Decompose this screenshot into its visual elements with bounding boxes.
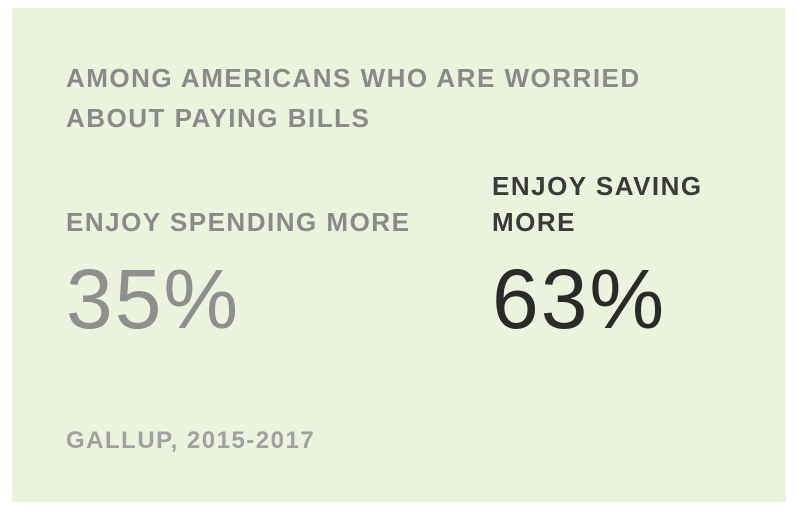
stat-label-box: ENJOY SPENDING MORE	[66, 168, 466, 240]
stat-label: ENJOY SPENDING MORE	[66, 207, 411, 237]
stat-enjoy-saving: ENJOY SAVING MORE 63%	[492, 168, 782, 344]
stat-label-box: ENJOY SAVING MORE	[492, 168, 782, 240]
stat-card: AMONG AMERICANS WHO ARE WORRIED ABOUT PA…	[12, 8, 786, 502]
source-caption: GALLUP, 2015-2017	[66, 427, 316, 454]
stat-label: ENJOY SAVING MORE	[492, 171, 703, 237]
card-heading: AMONG AMERICANS WHO ARE WORRIED ABOUT PA…	[66, 63, 641, 133]
stat-value: 35%	[66, 252, 241, 346]
stat-value: 63%	[492, 252, 667, 346]
stat-enjoy-spending: ENJOY SPENDING MORE 35%	[66, 168, 466, 344]
